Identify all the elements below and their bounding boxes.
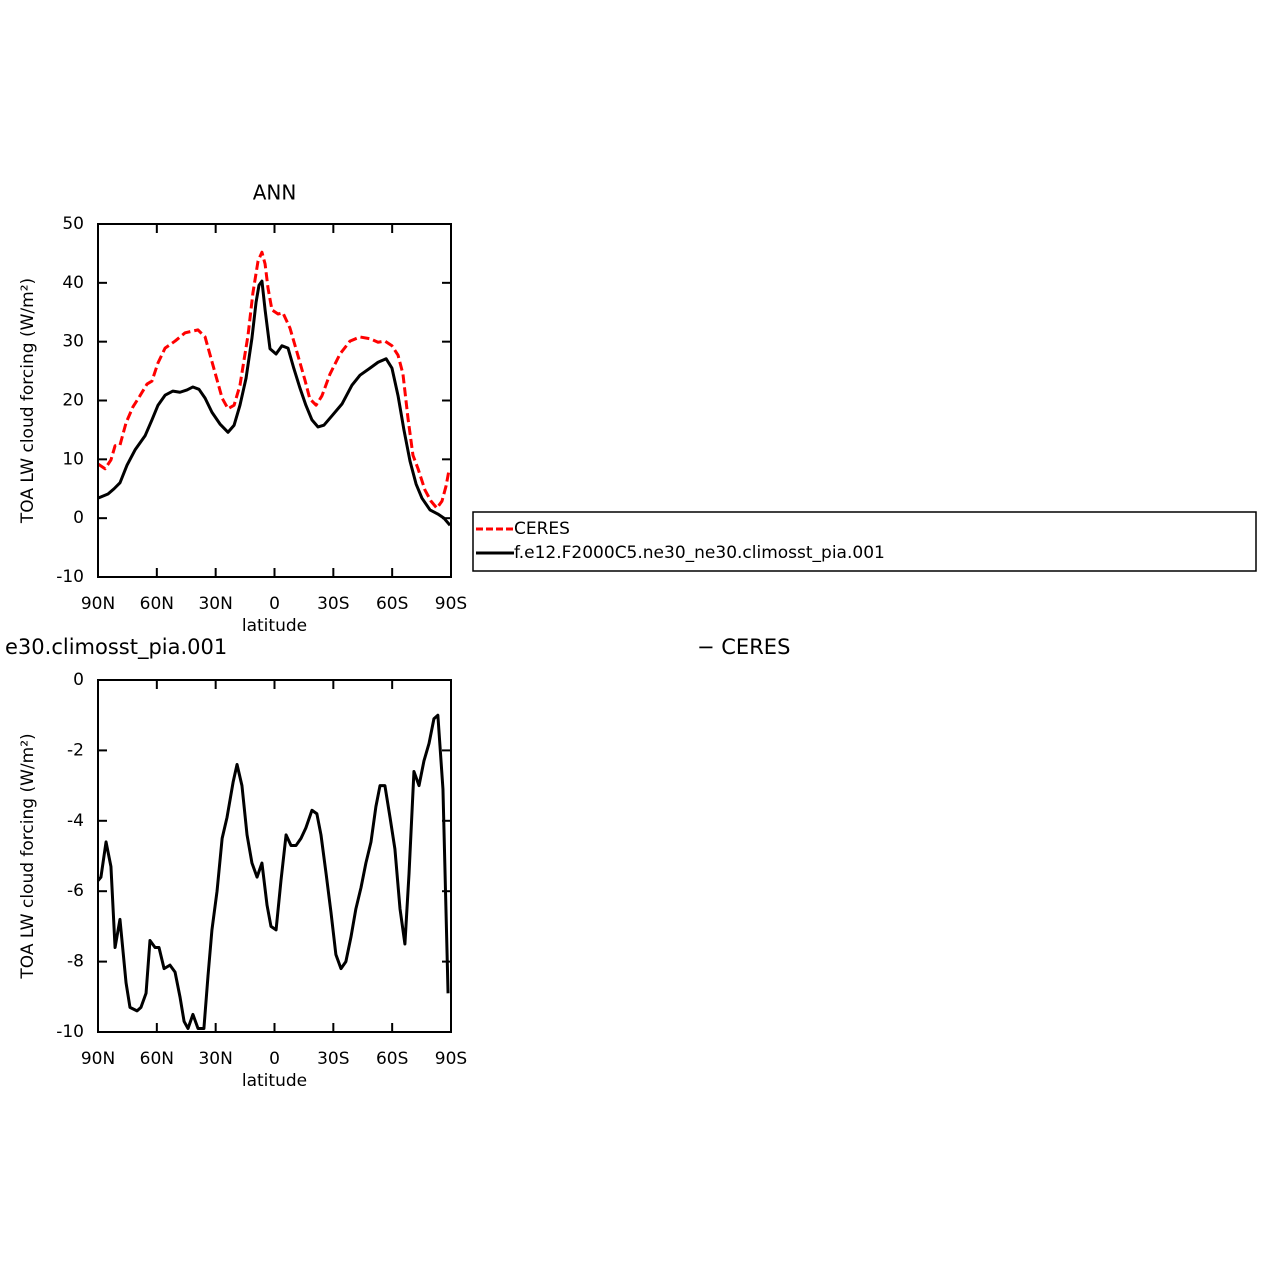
x-tick-label: 30S (317, 594, 349, 614)
y-tick-label: -2 (67, 740, 84, 760)
plot-frame (97, 679, 452, 1033)
x-tick-label: 90N (81, 594, 115, 614)
panel: -10 0 10 20 30 40 50 90N 60N 30N 0 30S 60S 90S latitud… (18, 181, 1257, 636)
x-tick-label: 30N (198, 594, 232, 614)
legend-label: f.e12.F2000C5.ne30_ne30.climosst_pia.001 (514, 543, 885, 563)
chart-title: − CERES (697, 635, 790, 659)
y-tick-label: -4 (67, 811, 84, 831)
y-tick-label: 10 (62, 449, 84, 469)
chart-title: e30.climosst_pia.001 (5, 635, 227, 660)
data-line (97, 250, 451, 510)
y-tick-label: 30 (62, 332, 84, 352)
chart-title: ANN (253, 181, 297, 205)
legend: CERES f.e12.F2000C5.ne30_ne30.climosst_pi… (472, 511, 1257, 572)
y-tick-label: -6 (67, 881, 84, 901)
data-line (96, 713, 450, 1030)
x-tick-label: 30N (198, 1049, 232, 1069)
plot-frame (97, 223, 452, 578)
legend-label: CERES (514, 519, 570, 539)
x-tick-label: 90S (435, 1049, 467, 1069)
y-tick-label: 0 (73, 508, 84, 528)
x-tick-label: 90S (435, 594, 467, 614)
y-tick-label: -10 (56, 1022, 84, 1042)
y-axis-label: TOA LW cloud forcing (W/m²) (18, 733, 38, 979)
y-tick-label: -10 (56, 567, 84, 587)
x-axis-label: latitude (242, 1071, 307, 1091)
y-tick-label: -8 (67, 952, 84, 972)
y-axis-label: TOA LW cloud forcing (W/m²) (18, 278, 38, 524)
x-tick-label: 60S (376, 1049, 408, 1069)
x-tick-label: 60N (140, 594, 174, 614)
x-tick-label: 60S (376, 594, 408, 614)
x-axis-label: latitude (242, 616, 307, 636)
legend-box (472, 511, 1257, 572)
x-tick-label: 0 (269, 594, 280, 614)
y-tick-label: 40 (62, 273, 84, 293)
x-tick-label: 60N (140, 1049, 174, 1069)
x-tick-label: 90N (81, 1049, 115, 1069)
y-tick-label: 20 (62, 391, 84, 411)
x-tick-label: 0 (269, 1049, 280, 1069)
y-tick-label: 0 (73, 670, 84, 690)
y-tick-label: 50 (62, 214, 84, 234)
data-line (97, 279, 452, 527)
x-tick-label: 30S (317, 1049, 349, 1069)
panel: -10 -8 -6 -4 -2 0 90N 60N 30N 0 30S 60S 90S latitude T… (5, 635, 790, 1091)
